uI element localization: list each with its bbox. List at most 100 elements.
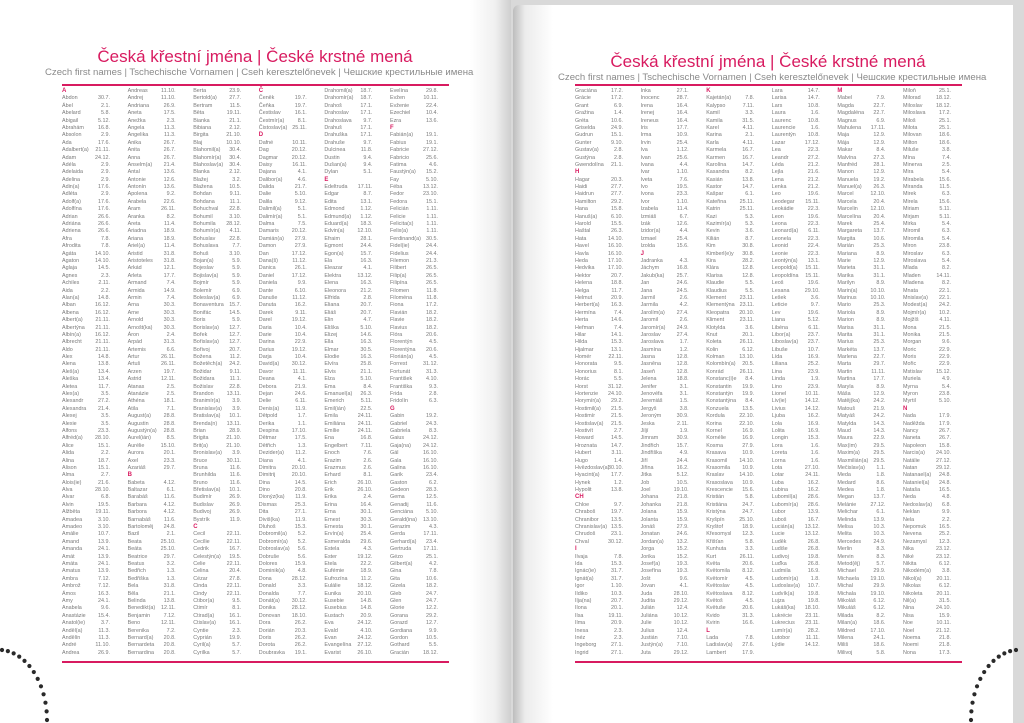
- name-day-date: 10.10.: [870, 287, 886, 294]
- name-text: Cecil: [193, 531, 206, 538]
- name-day-date: 21.4.: [163, 161, 176, 168]
- name-entry: Boris 5.9.: [193, 317, 253, 324]
- name-text: Angela: [127, 124, 145, 131]
- name-entry: Noel 21.12.: [903, 628, 963, 635]
- name-entry: Jeska 2.11.: [641, 421, 701, 428]
- name-text: Hagar: [575, 176, 590, 183]
- name-entry: Miluše 3.8.: [903, 147, 963, 154]
- letter-label: D: [258, 132, 264, 139]
- name-day-date: 26.10.: [357, 487, 373, 494]
- name-text: Bonaventura: [193, 302, 224, 309]
- name-day-date: 22.3.: [807, 235, 820, 242]
- name-text: Ilja(na): [575, 597, 592, 604]
- name-text: Drahuška: [324, 132, 348, 139]
- name-entry: Lešek 3.6.: [772, 295, 832, 302]
- name-day-date: 13.8.: [98, 361, 110, 368]
- name-entry: Blažej 3.2.: [193, 177, 253, 184]
- name-text: Jonáš: [640, 524, 655, 531]
- name-entry: Nancy 26.7.: [903, 428, 963, 435]
- name-day-date: 18.6.: [873, 620, 886, 627]
- name-day-date: 4.5.: [745, 575, 755, 582]
- name-entry: Eliáš 20.7.: [324, 310, 384, 317]
- name-entry: Martin 11.11.: [837, 369, 897, 376]
- name-day-date: 2.11.: [677, 420, 689, 427]
- name-day-date: 16.12.: [95, 331, 110, 338]
- name-entry: Fabricio 25.6.: [390, 155, 450, 162]
- name-entry: Noe 10.11.: [903, 620, 963, 627]
- name-text: Myrtil: [903, 398, 916, 405]
- name-day-date: 7.8.: [101, 243, 110, 250]
- name-entry: Arleta 17.7.: [128, 273, 188, 280]
- name-day-date: 2.8.: [614, 154, 623, 161]
- name-day-date: 18.12.: [936, 102, 951, 109]
- name-entry: Flavián 18.2.: [390, 310, 450, 317]
- name-text: Bertold(a): [193, 95, 217, 102]
- name-entry: Lota 27.10.: [772, 465, 832, 472]
- name-day-date: 20.1.: [163, 450, 176, 457]
- name-entry: Drahuše 9.7.: [324, 140, 384, 147]
- name-text: Jadranka: [640, 257, 663, 264]
- name-text: Elodie: [324, 354, 340, 361]
- name-day-date: 4.1.: [297, 457, 307, 464]
- name-text: Leonid: [771, 243, 788, 250]
- name-day-date: 11.9.: [295, 494, 307, 501]
- name-day-date: 11.6.: [426, 501, 438, 508]
- name-text: Karmela: [706, 147, 727, 154]
- name-entry: Haštal 26.3.: [575, 228, 635, 235]
- name-text: Debora: [258, 383, 277, 390]
- name-entry: Andrej 11.10.: [128, 95, 188, 102]
- name-entry: Myron 23.8.: [903, 391, 963, 398]
- name-text: Dorián: [258, 627, 275, 634]
- name-entry: Marika 31.1.: [837, 273, 897, 280]
- name-text: Marcel: [837, 191, 854, 198]
- name-text: Mabel: [837, 95, 853, 102]
- name-day-date: 25.4.: [676, 139, 689, 146]
- name-day-date: 13.9.: [873, 516, 886, 523]
- name-entry: Aurora 20.1.: [128, 450, 188, 457]
- name-day-date: 11.4.: [164, 221, 176, 228]
- name-entry: Martina 17.7.: [837, 376, 897, 383]
- name-text: Merlin: [837, 546, 853, 553]
- name-day-date: 30.7.: [98, 95, 110, 102]
- name-text: Nikolas: [903, 583, 921, 590]
- name-text: Ctirad(a): [193, 612, 215, 619]
- name-entry: Brenda(n) 13.11.: [193, 421, 253, 428]
- name-text: Eustach: [324, 612, 344, 619]
- name-entry: Jadranka 4.3.: [641, 258, 701, 265]
- name-column: Lara 14.7. Larisa 14.7. Lars 10.8. Laura 1.6. La…: [772, 88, 832, 650]
- name-day-date: 13.5.: [611, 516, 623, 523]
- name-day-date: 17.6.: [98, 139, 110, 146]
- name-day-date: 24.1.: [98, 597, 110, 604]
- name-entry: Elektra 13.12.: [324, 273, 384, 280]
- name-text: Liboslav(a): [771, 339, 799, 346]
- name-day-date: 2.5.: [166, 391, 176, 398]
- name-text: Ambrož: [62, 583, 81, 590]
- name-day-date: 5.12.: [676, 472, 689, 479]
- name-entry: Elmar 30.5.: [324, 347, 384, 354]
- binding-hole-dot: [1013, 647, 1018, 653]
- name-day-date: 23.4.: [426, 472, 438, 479]
- name-entry: Alvar 6.8.: [62, 494, 122, 501]
- name-text: Fedora: [390, 198, 408, 205]
- name-text: Lorna: [771, 457, 786, 464]
- name-text: Nedoslav(a): [903, 501, 933, 508]
- name-day-date: 1.11.: [426, 213, 438, 220]
- name-day-date: 2.6.: [363, 464, 373, 471]
- name-entry: Dimitrij 20.10.: [259, 472, 319, 479]
- name-entry: Jaromil 2.6.: [641, 317, 701, 324]
- name-day-date: 27.7.: [229, 95, 242, 102]
- name-day-date: 21.1.: [611, 161, 623, 168]
- name-entry: Danuše 11.12.: [259, 295, 319, 302]
- name-day-date: 24.12.: [357, 620, 373, 627]
- name-text: Květomír: [706, 575, 728, 582]
- name-text: Kvido: [706, 612, 720, 619]
- name-text: Adolf(a): [62, 198, 81, 205]
- name-entry: Eusebius 14.8.: [324, 605, 384, 612]
- name-day-date: 17.9.: [939, 420, 951, 427]
- name-text: Andělín: [62, 634, 81, 641]
- name-text: Mira: [903, 169, 914, 176]
- name-text: Anika: [127, 139, 142, 146]
- name-text: Aldo: [62, 346, 73, 353]
- name-text: Daniel: [258, 272, 275, 279]
- name-day-date: 2.11.: [98, 280, 110, 287]
